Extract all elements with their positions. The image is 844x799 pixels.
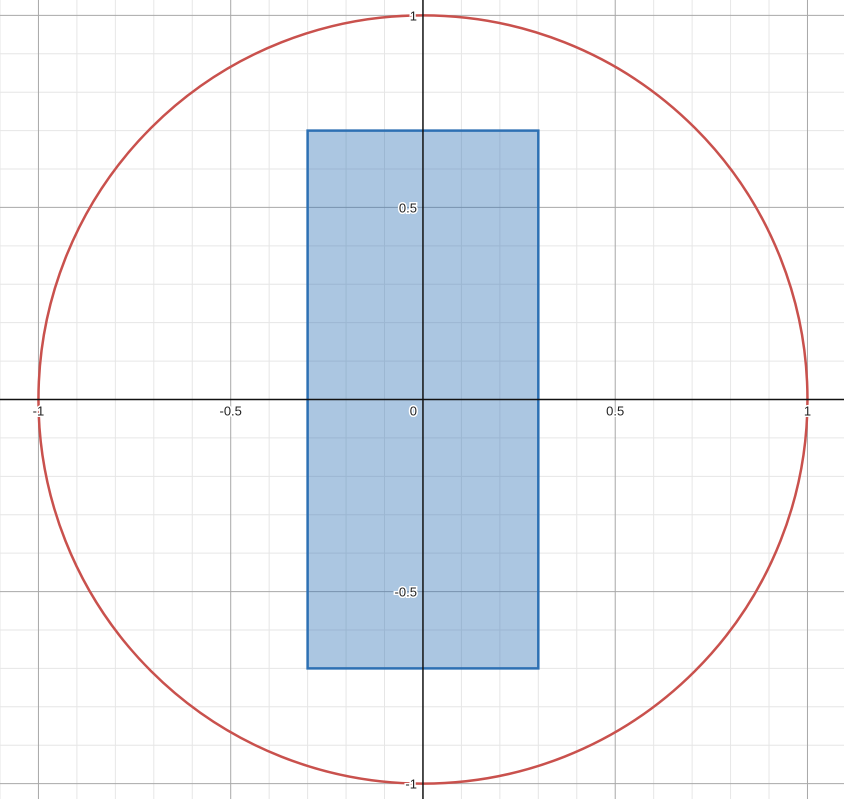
x-tick-label: 0 [410,404,417,419]
tick-labels: -1 -0.5 0 0.5 1 1 0.5 -0.5 -1 [31,7,812,793]
y-tick-label: 0.5 [399,200,417,215]
y-tick-label: -1 [405,777,417,792]
x-tick-label: -1 [33,404,45,419]
x-tick-label: 1 [804,404,811,419]
x-tick-label: 0.5 [606,404,624,419]
y-tick-label: 1 [410,8,417,23]
x-tick-label: -0.5 [220,404,242,419]
y-tick-label: -0.5 [395,585,417,600]
